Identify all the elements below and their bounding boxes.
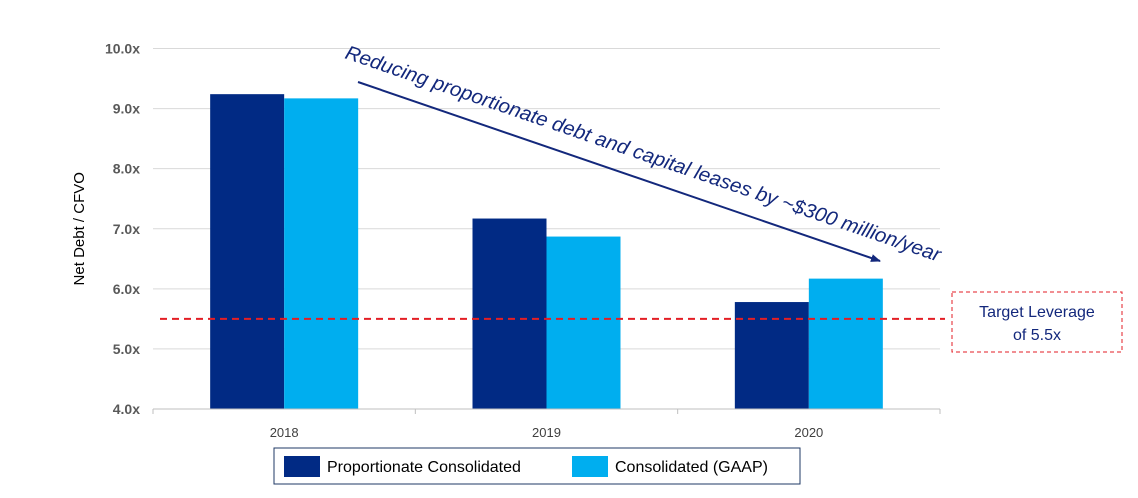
y-tick-label-4: 8.0x bbox=[113, 161, 140, 177]
x-tick-label-2018: 2018 bbox=[270, 425, 299, 440]
y-tick-label-1: 5.0x bbox=[113, 341, 140, 357]
trend-annotation-text: Reducing proportionate debt and capital … bbox=[342, 42, 944, 267]
bar-proportionate-consolidated-2020 bbox=[734, 302, 809, 409]
bar-proportionate-consolidated-2019 bbox=[472, 218, 547, 409]
trend-arrow bbox=[357, 81, 881, 262]
y-tick-label-5: 9.0x bbox=[113, 101, 140, 117]
bar-consolidated-gaap--2019 bbox=[546, 236, 621, 409]
x-tick-label-2019: 2019 bbox=[532, 425, 561, 440]
y-tick-label-6: 10.0x bbox=[105, 41, 140, 57]
x-tick-label-2020: 2020 bbox=[794, 425, 823, 440]
legend-swatch-proportionate-consolidated bbox=[284, 456, 320, 477]
bar-proportionate-consolidated-2018 bbox=[210, 94, 285, 409]
target-leverage-label-line2: of 5.5x bbox=[1013, 327, 1061, 344]
y-axis-label: Net Debt / CFVO bbox=[71, 172, 88, 285]
legend-label-consolidated-gaap-: Consolidated (GAAP) bbox=[615, 459, 768, 476]
y-tick-label-3: 7.0x bbox=[113, 221, 140, 237]
target-leverage-box bbox=[951, 291, 1123, 353]
bar-consolidated-gaap--2018 bbox=[284, 98, 359, 409]
y-tick-label-2: 6.0x bbox=[113, 281, 140, 297]
target-leverage-label-line1: Target Leverage bbox=[979, 304, 1095, 321]
legend-swatch-consolidated-gaap- bbox=[572, 456, 608, 477]
y-tick-label-0: 4.0x bbox=[113, 401, 140, 417]
legend-label-proportionate-consolidated: Proportionate Consolidated bbox=[327, 459, 521, 476]
bar-consolidated-gaap--2020 bbox=[808, 278, 883, 409]
legend-box bbox=[273, 447, 801, 485]
